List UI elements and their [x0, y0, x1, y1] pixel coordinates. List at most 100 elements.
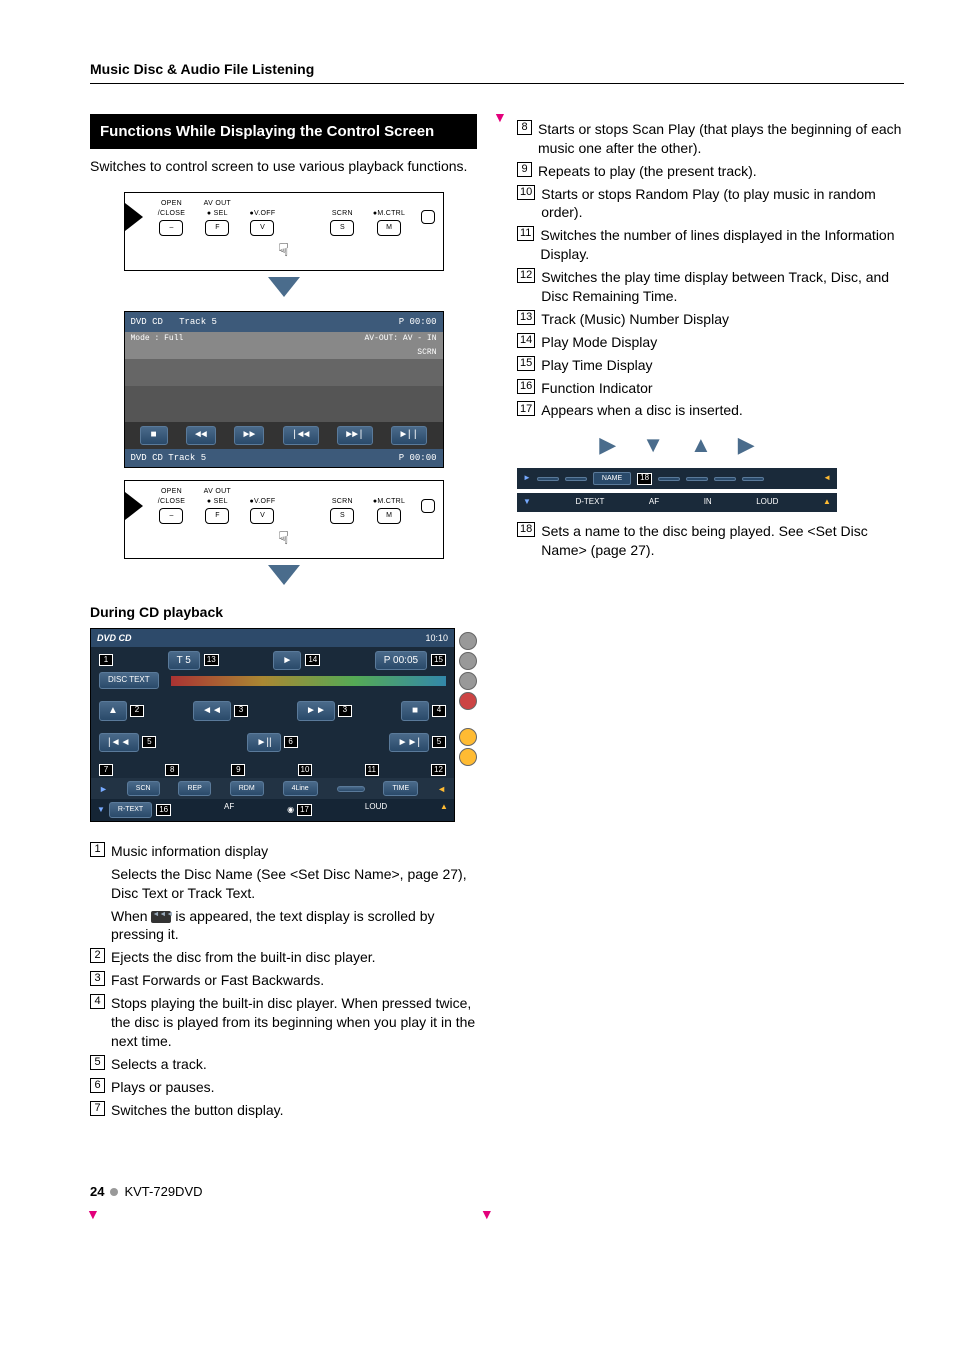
screen-footer-left: DVD CD Track 5 — [131, 452, 207, 464]
item-number: 12 — [517, 268, 535, 283]
item-text: Music information display — [111, 842, 477, 861]
prev-button[interactable]: |◄◄ — [99, 733, 139, 753]
page-right-icon[interactable]: ◄ — [437, 783, 446, 795]
4line-button[interactable]: 4Line — [283, 781, 318, 796]
callout-3b: 3 — [338, 705, 352, 717]
scrn-label-2: SCRN — [417, 348, 436, 359]
next-button[interactable]: ►►| — [337, 426, 373, 446]
stop-button[interactable]: ■ — [140, 426, 168, 446]
item-text: Switches the play time display between T… — [541, 268, 904, 306]
section-intro: Switches to control screen to use variou… — [90, 157, 477, 176]
nav-next-icon[interactable]: ▶ — [738, 430, 755, 460]
playpause-button[interactable]: ►|| — [247, 733, 280, 753]
page-footer: 24 KVT-729DVD — [90, 1183, 904, 1201]
loud-label: LOUD — [365, 802, 387, 817]
f-button[interactable]: F — [205, 220, 229, 235]
item-number: 2 — [90, 948, 105, 963]
side-icon — [459, 748, 477, 766]
cd-clock: 10:10 — [425, 632, 448, 644]
avout-label: AV OUT ● SEL — [204, 199, 231, 218]
callout-15: 15 — [431, 654, 446, 666]
next-button[interactable]: ►►| — [389, 733, 429, 753]
spectrum-bar — [171, 676, 446, 686]
s-button[interactable]: S — [330, 220, 354, 235]
footer-bullet-icon — [110, 1188, 118, 1196]
fr-button[interactable]: ◄◄ — [193, 701, 231, 721]
v-button[interactable]: V — [250, 220, 274, 235]
time-button[interactable]: TIME — [383, 781, 418, 796]
seg — [742, 477, 764, 481]
seg — [714, 477, 736, 481]
item-text: Appears when a disc is inserted. — [541, 401, 904, 420]
f-button[interactable]: F — [205, 508, 229, 523]
blank-button[interactable] — [337, 786, 365, 792]
playpause-button[interactable]: ►|| — [391, 426, 427, 446]
collapse-icon[interactable]: ▼ — [97, 805, 105, 816]
eject-button[interactable]: ▲ — [99, 701, 127, 721]
item-number: 1 — [90, 842, 105, 857]
rew-button[interactable]: ◄◄ — [186, 426, 216, 446]
transport-buttons: ■ ◄◄ ►► |◄◄ ►►| ►|| — [125, 422, 443, 450]
disctext-button[interactable]: DISC TEXT — [99, 672, 159, 689]
nav-up-icon[interactable]: ▲ — [690, 430, 712, 460]
disc-icon: ◉ — [287, 805, 294, 816]
nav-down-icon[interactable]: ▼ — [642, 430, 664, 460]
ff-button[interactable]: ►► — [297, 701, 335, 721]
expand-icon[interactable]: ▲ — [823, 497, 831, 508]
minus-button[interactable]: – — [159, 508, 183, 523]
down-arrow-icon — [268, 565, 300, 585]
page-left-icon[interactable]: ► — [99, 783, 108, 795]
voff-label: ●V.OFF — [249, 497, 275, 506]
m-button[interactable]: M — [377, 220, 401, 235]
side-icon — [459, 632, 477, 650]
item-text: When is appeared, the text display is sc… — [111, 907, 477, 945]
page-left-icon[interactable]: ► — [523, 473, 531, 484]
page-right-icon[interactable]: ◄ — [823, 473, 831, 484]
scrn-label: SCRN — [332, 497, 353, 506]
name-button[interactable]: NAME — [593, 472, 631, 485]
open-close-label: OPEN /CLOSE — [158, 487, 185, 506]
list-item: 10 Starts or stops Random Play (to play … — [517, 185, 904, 223]
s-button[interactable]: S — [330, 508, 354, 523]
prev-button[interactable]: |◄◄ — [283, 426, 319, 446]
side-icon — [459, 672, 477, 690]
item-number: 3 — [90, 971, 105, 986]
cd-src-label: DVD CD — [97, 632, 132, 644]
screen-footer-right: P 00:00 — [399, 452, 437, 464]
callout-10: 10 — [298, 764, 313, 776]
ff-button[interactable]: ►► — [234, 426, 264, 446]
item-number: 9 — [517, 162, 532, 177]
rdm-button[interactable]: RDM — [230, 781, 264, 796]
list-item: 18 Sets a name to the disc being played.… — [517, 522, 904, 560]
callout-3: 3 — [234, 705, 248, 717]
rep-button[interactable]: REP — [178, 781, 210, 796]
list-item: 14 Play Mode Display — [517, 333, 904, 352]
callout-17: 17 — [297, 804, 312, 816]
sensor-icon — [421, 210, 435, 224]
callout-9: 9 — [231, 764, 245, 776]
m-button[interactable]: M — [377, 508, 401, 523]
list-item: 7 Switches the button display. — [90, 1101, 477, 1120]
callout-1: 1 — [99, 654, 113, 666]
item-number: 14 — [517, 333, 535, 348]
expand-icon[interactable]: ▲ — [440, 802, 448, 817]
control-panel-diagram-2: OPEN /CLOSE – AV OUT ● SEL F ●V.OFF V SC… — [124, 480, 444, 558]
scrn-label: SCRN — [332, 209, 353, 218]
minus-button[interactable]: – — [159, 220, 183, 235]
callout-2: 2 — [130, 705, 144, 717]
item-text: Plays or pauses. — [111, 1078, 477, 1097]
rtext-label: R-TEXT — [109, 802, 152, 817]
crop-mark-icon: ▼ — [480, 1205, 494, 1224]
list-item: When is appeared, the text display is sc… — [90, 907, 477, 945]
list-item: 8 Starts or stops Scan Play (that plays … — [517, 120, 904, 158]
press-hand-icon: ☟ — [273, 238, 295, 260]
nav-next-icon[interactable]: ▶ — [599, 430, 616, 460]
screen-video-area: Mode : Full AV-OUT: AV - IN SCRN — [125, 332, 443, 422]
item-text: Track (Music) Number Display — [541, 310, 904, 329]
collapse-icon[interactable]: ▼ — [523, 497, 531, 508]
item-number: 7 — [90, 1101, 105, 1116]
stop-button[interactable]: ■ — [401, 701, 429, 721]
avout-label: AV OUT ● SEL — [204, 487, 231, 506]
scn-button[interactable]: SCN — [127, 781, 160, 796]
v-button[interactable]: V — [250, 508, 274, 523]
